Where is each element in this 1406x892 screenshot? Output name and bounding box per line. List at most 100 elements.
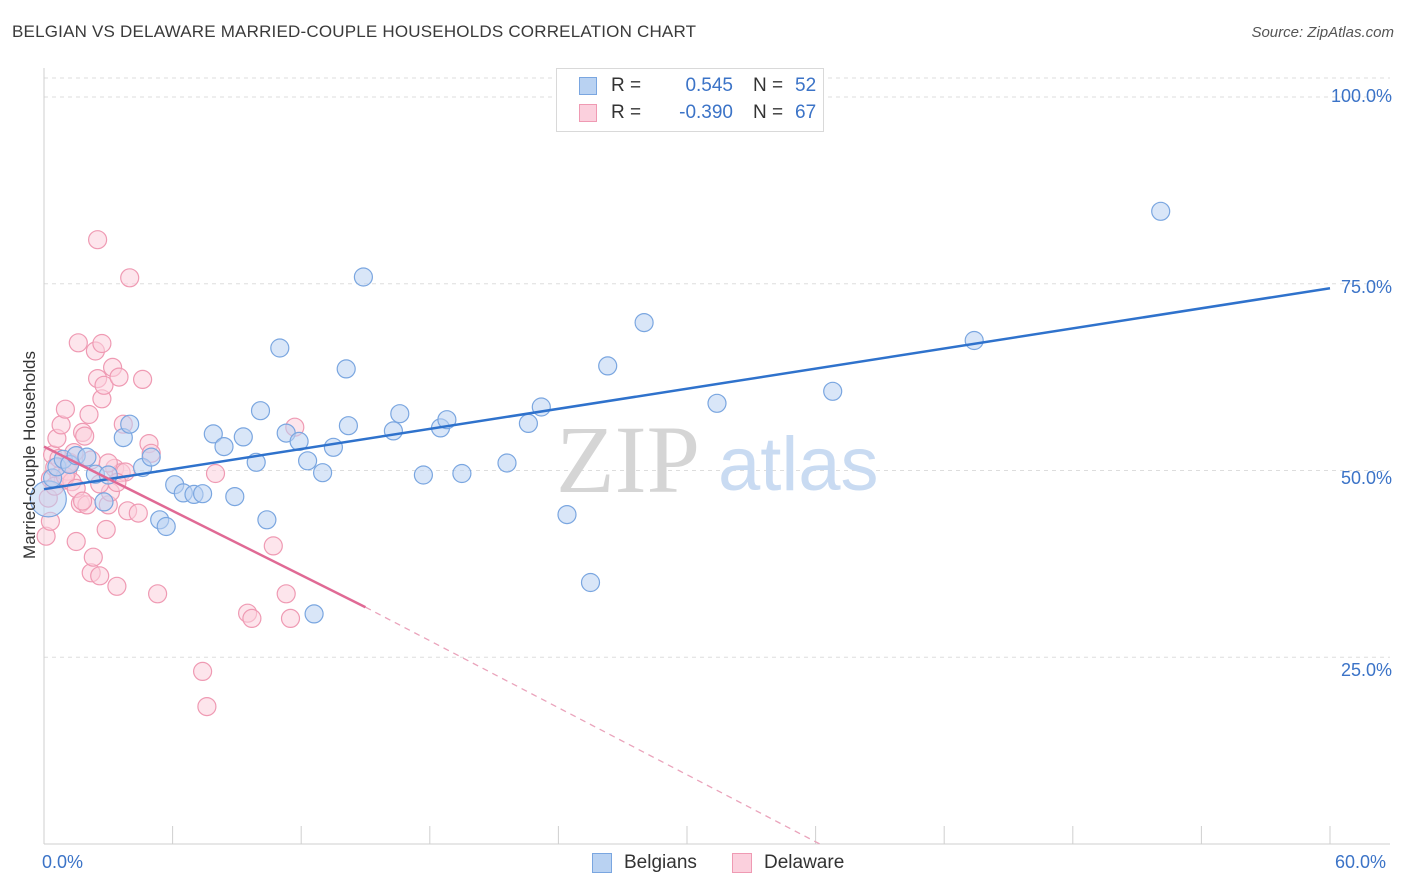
delaware-point: [128, 503, 148, 523]
delaware-point: [90, 566, 110, 586]
delaware-point: [263, 536, 283, 556]
legend-swatch-belgians: [579, 77, 597, 95]
delaware-point: [72, 491, 93, 511]
watermark-zip: ZIP: [556, 406, 700, 513]
belgian-point: [518, 413, 539, 433]
delaware-point: [75, 426, 95, 446]
belgian-point: [353, 267, 373, 287]
delaware-point: [107, 576, 127, 596]
belgian-point: [598, 356, 618, 376]
delaware-point: [87, 230, 108, 250]
bottom-legend-belgians: Belgians: [592, 852, 697, 874]
legend-swatch-delaware: [579, 104, 597, 122]
legend-n-label: N =: [753, 102, 784, 123]
belgian-point: [120, 414, 140, 434]
delaware-point: [51, 415, 71, 435]
delaware-point: [193, 661, 213, 682]
belgian-point: [437, 410, 457, 430]
watermark-atlas: atlas: [718, 422, 879, 507]
legend-row-belgians: R = 0.545 N = 52: [579, 74, 816, 98]
delaware-point: [242, 608, 262, 629]
bottom-legend-swatch-delaware: [732, 853, 752, 873]
delaware-point: [96, 519, 116, 540]
delaware-trend-line: [43, 445, 367, 609]
delaware-point: [109, 367, 129, 387]
bottom-legend-swatch-belgians: [592, 853, 612, 873]
y-tick-50: 50.0%: [1340, 468, 1392, 488]
delaware-point: [133, 369, 153, 389]
correlation-legend: R = 0.545 N = 52 R = -0.390 N = 67: [556, 68, 824, 132]
belgian-point: [304, 604, 324, 624]
belgian-point: [141, 447, 161, 467]
belgian-point: [225, 487, 245, 507]
belgians-points: [29, 201, 1171, 624]
delaware-point: [68, 333, 88, 353]
bottom-legend-label-delaware: Delaware: [764, 852, 845, 873]
belgian-point: [298, 451, 318, 471]
belgian-point: [1151, 201, 1171, 221]
delaware-point: [276, 584, 296, 604]
delaware-points: [36, 230, 305, 717]
belgian-point: [270, 338, 290, 358]
belgian-point: [580, 572, 601, 593]
delaware-point: [120, 268, 140, 288]
belgian-point: [233, 427, 253, 447]
belgian-point: [94, 492, 114, 512]
belgian-point: [390, 404, 410, 424]
belgian-point: [214, 437, 234, 457]
delaware-trend-extension: [365, 606, 821, 845]
belgian-point: [964, 330, 984, 351]
delaware-point: [280, 608, 301, 629]
bottom-legend-delaware: Delaware: [732, 852, 844, 874]
belgian-point: [250, 401, 271, 421]
belgian-point: [823, 381, 843, 401]
y-axis-label: Married-couple Households: [20, 351, 39, 559]
y-tick-75: 75.0%: [1340, 277, 1392, 297]
chart-title: BELGIAN VS DELAWARE MARRIED-COUPLE HOUSE…: [12, 22, 697, 41]
delaware-point: [79, 404, 99, 425]
belgian-point: [203, 424, 223, 444]
chart-source: Source: ZipAtlas.com: [1251, 24, 1394, 41]
belgian-point: [497, 453, 517, 473]
belgian-point: [323, 437, 343, 457]
legend-r-label: R =: [611, 75, 642, 96]
legend-n-value: 52: [795, 75, 817, 96]
belgians-trend-line: [43, 286, 1331, 491]
delaware-point: [148, 584, 168, 604]
belgian-point: [336, 359, 356, 379]
belgian-point: [193, 484, 213, 504]
bottom-legend-label-belgians: Belgians: [624, 852, 697, 873]
trend-lines: [43, 286, 1331, 845]
delaware-point: [197, 696, 217, 717]
legend-n-label: N =: [753, 75, 784, 96]
legend-row-delaware: R = -0.390 N = 67: [579, 101, 816, 125]
belgian-point: [257, 510, 277, 530]
y-tick-100: 100.0%: [1330, 86, 1392, 106]
delaware-point: [92, 333, 112, 354]
belgian-point: [383, 421, 403, 441]
belgian-point: [707, 393, 727, 413]
grid-lines: [44, 77, 1390, 658]
belgian-point: [634, 313, 654, 333]
legend-r-label: R =: [611, 102, 642, 123]
belgian-point: [413, 465, 433, 485]
axes: [43, 68, 1390, 845]
legend-r-value: 0.545: [685, 75, 733, 96]
belgian-point: [452, 463, 472, 484]
delaware-point: [66, 531, 86, 552]
belgian-point: [338, 416, 358, 436]
x-tick-max: 60.0%: [1335, 852, 1387, 872]
belgian-point: [313, 463, 333, 483]
x-tick-min: 0.0%: [42, 852, 84, 872]
legend-r-value: -0.390: [679, 102, 733, 123]
delaware-point: [94, 375, 114, 395]
delaware-point: [55, 399, 76, 419]
y-tick-25: 25.0%: [1340, 660, 1392, 680]
belgian-point: [156, 516, 176, 537]
belgian-point: [557, 504, 577, 525]
legend-n-value: 67: [795, 102, 817, 123]
delaware-point: [205, 463, 226, 484]
watermark: ZIP atlas: [556, 406, 879, 513]
belgian-point: [77, 447, 97, 467]
